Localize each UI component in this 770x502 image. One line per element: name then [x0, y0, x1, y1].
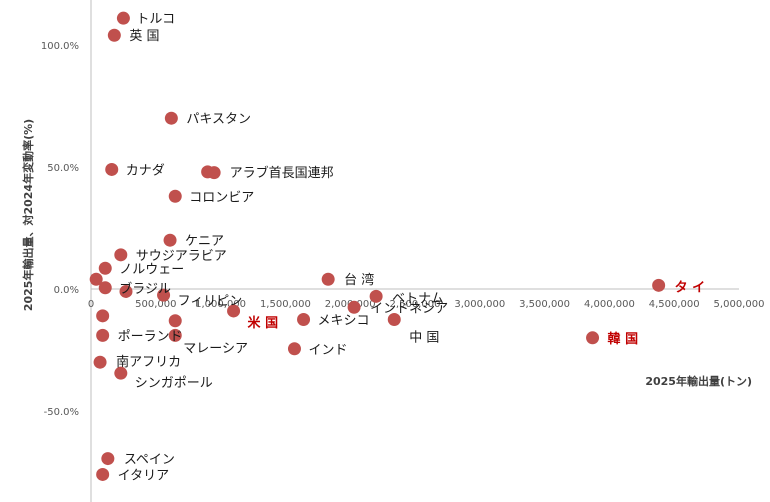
data-point — [347, 300, 361, 314]
point-label: ケニア — [185, 234, 224, 249]
point-label: ベトナム — [392, 291, 444, 306]
data-point — [227, 304, 241, 318]
data-point — [207, 166, 221, 180]
data-points — [89, 11, 666, 481]
data-point — [369, 289, 383, 303]
x-tick-label: 1,500,000 — [260, 299, 311, 310]
x-tick-label: 4,000,000 — [584, 299, 635, 310]
data-point — [321, 272, 335, 286]
y-tick-label: 100.0% — [41, 41, 79, 52]
y-tick-label: 50.0% — [47, 163, 79, 174]
data-point — [287, 342, 301, 356]
point-label: 英 国 — [129, 29, 159, 44]
x-tick-label: 0 — [88, 299, 94, 310]
data-point — [157, 288, 171, 302]
tick-labels: 0500,0001,000,0001,500,0002,000,0002,500… — [41, 41, 765, 418]
data-point — [89, 272, 103, 286]
data-point — [652, 278, 666, 292]
data-point — [163, 233, 177, 247]
data-point — [297, 313, 311, 326]
point-label: サウジアラビア — [136, 249, 227, 264]
data-point — [105, 162, 119, 176]
point-label: 台 湾 — [344, 272, 374, 288]
data-point — [387, 313, 401, 326]
data-point — [168, 328, 182, 342]
point-label: アラブ首長国連邦 — [230, 165, 334, 181]
point-label: 米 国 — [248, 315, 279, 331]
data-point — [96, 309, 110, 323]
point-label: パキスタン — [186, 112, 251, 127]
data-point — [114, 366, 128, 380]
x-axis-title: 2025年輸出量(トン) — [645, 374, 752, 388]
x-tick-label: 3,000,000 — [454, 299, 505, 310]
x-tick-label: 3,500,000 — [519, 299, 570, 310]
point-label: インドネシア — [370, 301, 448, 316]
data-point — [586, 331, 600, 345]
x-tick-label: 4,500,000 — [649, 299, 700, 310]
point-label: マレーシア — [183, 341, 248, 356]
point-label: メキシコ — [318, 314, 370, 329]
data-point — [93, 355, 107, 369]
data-point — [168, 314, 182, 328]
point-label: シンガポール — [135, 376, 213, 391]
point-label: インド — [308, 343, 347, 358]
point-label: コロンビア — [189, 190, 254, 205]
point-label: 南アフリカ — [116, 354, 181, 370]
data-point — [116, 11, 130, 25]
data-point — [114, 248, 128, 262]
data-point — [98, 261, 112, 275]
x-tick-label: 500,000 — [135, 299, 176, 310]
point-label: スペイン — [124, 453, 175, 468]
data-point — [96, 328, 110, 342]
y-tick-label: -50.0% — [44, 407, 79, 418]
axes — [90, 0, 739, 502]
data-point — [98, 281, 112, 295]
point-label: タ イ — [675, 280, 706, 295]
point-label: 中 国 — [409, 331, 439, 346]
point-label: フィリピン — [178, 294, 243, 309]
point-label: イタリア — [118, 468, 169, 483]
data-point — [101, 452, 115, 466]
data-point — [168, 189, 182, 203]
data-point — [107, 28, 121, 42]
point-label: カナダ — [126, 163, 165, 178]
point-label: ノルウェー — [119, 262, 184, 277]
y-axis-title: 2025年輸出量、対2024年変動率(%) — [21, 119, 35, 311]
point-label: 韓 国 — [608, 331, 639, 347]
data-point — [119, 284, 133, 298]
point-label: ポーランド — [118, 329, 183, 344]
x-tick-label: 2,500,000 — [390, 299, 441, 310]
x-tick-label: 1,000,000 — [195, 299, 246, 310]
y-tick-label: 0.0% — [54, 285, 79, 296]
point-label: トルコ — [136, 12, 175, 27]
x-tick-label: 5,000,000 — [714, 299, 765, 310]
point-label: ブラジル — [119, 281, 171, 297]
data-point — [96, 467, 110, 481]
data-point — [164, 111, 178, 125]
